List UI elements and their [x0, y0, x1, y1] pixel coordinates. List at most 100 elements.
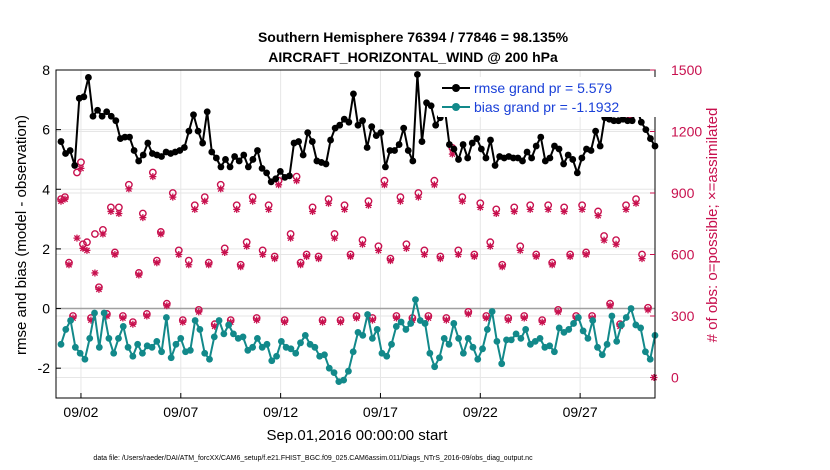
obs-assimilated-point — [347, 253, 355, 261]
bias-point — [110, 349, 118, 357]
rmse-point — [130, 147, 138, 154]
bias-point — [292, 349, 300, 357]
bias-point — [455, 334, 462, 342]
obs-assimilated-point — [638, 255, 646, 263]
obs-assimilated-point — [293, 177, 301, 185]
x-tick-label-1: 09/07 — [163, 404, 198, 420]
y-tick-label-left-5: 8 — [42, 62, 50, 78]
rmse-point — [546, 154, 554, 162]
bias-point — [402, 326, 410, 333]
bias-point — [301, 331, 309, 339]
bias-point — [249, 343, 257, 351]
rmse-point — [249, 156, 257, 163]
bias-point — [57, 340, 65, 348]
obs-assimilated-point — [57, 197, 65, 205]
bias-point — [115, 334, 122, 342]
y-axis-label-left: rmse and bias (model - observation) — [13, 115, 30, 355]
bias-point — [503, 336, 510, 344]
obs-assimilated-point — [95, 285, 103, 293]
rmse-point — [240, 151, 248, 159]
obs-assimilated-point — [358, 240, 366, 248]
rmse-point — [299, 151, 307, 159]
bias-point — [536, 334, 544, 342]
obs-assimilated-point — [303, 253, 311, 261]
obs-assimilated-point — [143, 312, 151, 320]
bias-point — [191, 317, 199, 324]
obs-assimilated-point — [139, 214, 147, 222]
rmse-point — [432, 121, 440, 129]
obs-assimilated-point — [622, 205, 630, 213]
obs-assimilated-point — [233, 205, 241, 213]
obs-assimilated-point — [486, 242, 494, 250]
obs-assimilated-point — [402, 244, 410, 252]
obs-assimilated-point — [341, 205, 349, 213]
bias-point — [488, 308, 496, 315]
rmse-point — [304, 129, 312, 137]
obs-assimilated-point — [470, 253, 478, 261]
obs-possible-point — [114, 203, 123, 212]
obs-possible-point — [73, 168, 81, 177]
bias-point — [373, 326, 381, 333]
data-file-footnote: data file: /Users/raeder/DAI/ATM_forcXX/… — [93, 455, 533, 462]
obs-assimilated-point — [243, 242, 251, 250]
obs-assimilated-point — [578, 205, 586, 213]
obs-assimilated-point — [424, 314, 432, 322]
bias-point — [210, 333, 218, 341]
obs-assimilated-point — [548, 261, 556, 269]
x-axis-label: Sep.01,2016 00:00:00 start — [267, 427, 449, 444]
obs-assimilated-point — [504, 316, 512, 324]
y-tick-label-right-2: 600 — [671, 247, 695, 263]
obs-assimilated-point — [386, 257, 394, 265]
rmse-point — [523, 148, 531, 156]
y-tick-label-right-5: 1500 — [671, 62, 702, 78]
obs-assimilated-point — [87, 316, 95, 324]
bias-point — [364, 311, 371, 318]
obs-assimilated-point — [532, 253, 540, 261]
bias-point — [574, 314, 582, 321]
rmse-point — [199, 139, 207, 147]
bias-point — [445, 340, 453, 348]
rmse-point — [254, 147, 261, 154]
obs-assimilated-point — [129, 320, 137, 328]
bias-point — [431, 363, 439, 371]
bias-point — [148, 343, 156, 351]
bias-point — [263, 340, 271, 348]
obs-assimilated-point — [65, 261, 73, 269]
rmse-point — [404, 147, 412, 154]
obs-assimilated-point — [510, 207, 518, 215]
obs-assimilated-point — [179, 318, 187, 326]
y-tick-label-right-0: 0 — [671, 370, 679, 386]
bias-point — [340, 376, 348, 384]
rmse-point — [450, 145, 458, 153]
obs-assimilated-point — [436, 255, 444, 263]
rmse-point — [473, 135, 481, 142]
bias-point — [551, 348, 558, 356]
obs-assimilated-point — [331, 234, 339, 242]
obs-assimilated-point — [115, 210, 123, 217]
bias-point — [440, 334, 448, 342]
bias-point — [105, 334, 113, 342]
rmse-point — [359, 117, 366, 125]
rmse-point — [308, 138, 316, 145]
bias-point — [100, 309, 108, 317]
obs-assimilated-point — [337, 318, 345, 326]
bias-point — [91, 309, 98, 317]
obs-assimilated-point — [464, 310, 472, 318]
rmse-point — [345, 118, 353, 126]
obs-assimilated-point — [107, 207, 115, 215]
bias-point — [268, 357, 276, 365]
obs-assimilated-point — [227, 318, 235, 326]
bias-point — [436, 354, 443, 362]
rmse-point — [327, 136, 334, 144]
rmse-point — [564, 151, 572, 159]
obs-assimilated-point — [119, 314, 127, 322]
rmse-point — [71, 162, 79, 169]
bias-point — [162, 314, 170, 321]
bias-point — [397, 318, 405, 326]
bias-point — [570, 320, 577, 327]
obs-assimilated-point — [392, 314, 400, 322]
bias-point — [622, 314, 630, 321]
bias-point — [186, 346, 194, 354]
rmse-point — [532, 142, 540, 150]
y-tick-label-right-4: 1200 — [671, 124, 702, 140]
